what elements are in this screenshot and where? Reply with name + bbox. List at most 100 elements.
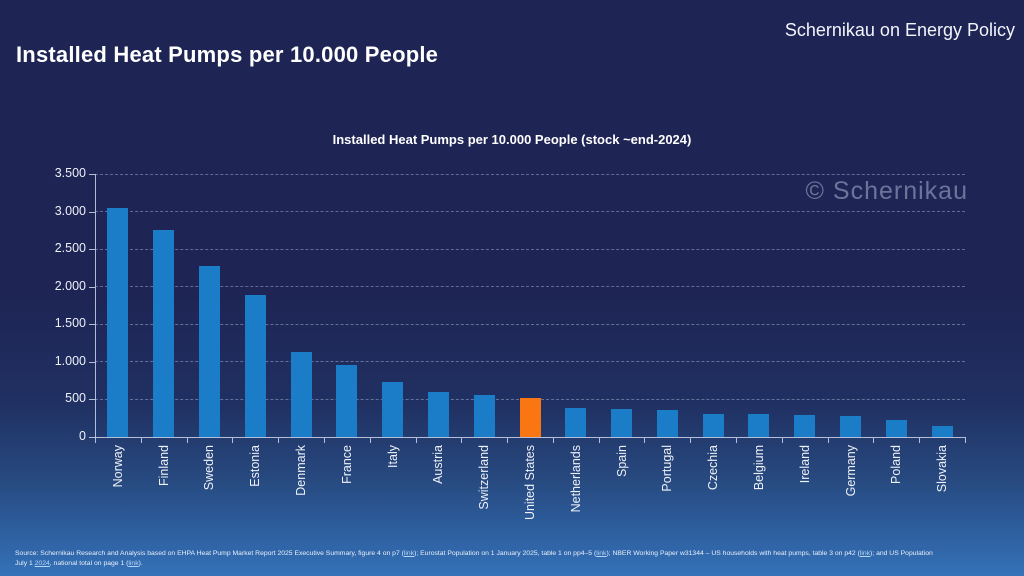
source-link[interactable]: link: [128, 559, 139, 567]
source-text: ); NBER Working Paper w31344 – US househ…: [606, 550, 860, 557]
y-tick-1500: [89, 324, 95, 326]
x-axis-label-denmark: Denmark: [294, 445, 309, 496]
y-axis-label-2000: 2.000: [54, 278, 86, 293]
x-axis-label-czechia: Czechia: [706, 445, 721, 491]
x-axis-label-italy: Italy: [385, 445, 400, 468]
x-axis-label-spain: Spain: [614, 445, 629, 477]
x-axis-label-sweden: Sweden: [202, 445, 217, 491]
x-axis-label-ireland: Ireland: [797, 445, 812, 484]
y-axis-label-500: 500: [65, 391, 86, 406]
bar-portugal: [656, 409, 678, 437]
brand-text: Schernikau on Energy Policy: [784, 20, 1015, 40]
x-axis-label-france: France: [339, 445, 354, 484]
x-tick-0: [95, 438, 96, 443]
source-link[interactable]: link: [859, 550, 871, 557]
bar-slovakia: [931, 426, 953, 437]
x-axis-label-portugal: Portugal: [660, 445, 675, 492]
x-tick-5: [323, 438, 325, 443]
x-tick-6: [369, 438, 371, 443]
x-axis-label-slovakia: Slovakia: [935, 445, 950, 493]
x-tick-19: [965, 438, 966, 443]
x-tick-16: [827, 438, 829, 443]
bar-denmark: [290, 352, 312, 437]
bar-switzerland: [473, 394, 495, 437]
bar-estonia: [244, 294, 266, 437]
x-axis-label-belgium: Belgium: [751, 445, 766, 491]
source-text: , national total on page 1 (: [49, 559, 129, 567]
gridline-2000: [95, 286, 965, 288]
chart-title: Installed Heat Pumps per 10.000 People (…: [332, 132, 692, 147]
x-tick-8: [461, 438, 463, 443]
watermark: © Schernikau: [805, 177, 968, 205]
bar-netherlands: [565, 408, 587, 437]
source-text: ); and US Population: [870, 550, 933, 557]
y-tick-0: [89, 437, 95, 438]
y-axis-line: [95, 174, 96, 438]
y-axis-label-3500: 3.500: [54, 166, 86, 180]
y-axis-label-0: 0: [79, 429, 86, 443]
bar-italy: [382, 382, 404, 437]
y-tick-1000: [89, 361, 95, 363]
bar-germany: [840, 415, 862, 437]
y-tick-3500: [89, 174, 95, 175]
gridline-1000: [95, 361, 965, 363]
x-tick-10: [552, 438, 554, 443]
x-tick-18: [919, 438, 921, 443]
bar-finland: [153, 229, 175, 437]
source-line-1: Source: Schernikau Research and Analysis…: [15, 549, 1017, 559]
y-axis-label-1000: 1.000: [54, 353, 86, 368]
source-note: Source: Schernikau Research and Analysis…: [15, 549, 1017, 569]
x-axis-label-estonia: Estonia: [248, 445, 263, 487]
x-tick-11: [598, 438, 600, 443]
source-link[interactable]: 2024: [34, 559, 50, 567]
y-tick-2500: [89, 249, 95, 251]
gridline-2500: [95, 248, 965, 250]
gridline-3000: [95, 211, 965, 213]
source-text: Source: Schernikau Research and Analysis…: [15, 550, 404, 557]
y-tick-2000: [89, 286, 95, 288]
x-axis-line: [95, 437, 966, 438]
y-axis-label-2500: 2.500: [54, 241, 86, 256]
source-line-2: July 1 2024, national total on page 1 (l…: [15, 559, 1017, 569]
x-tick-17: [873, 438, 875, 443]
source-link[interactable]: link: [596, 550, 607, 557]
bar-czechia: [702, 414, 724, 437]
y-tick-3000: [89, 211, 95, 213]
x-tick-1: [140, 438, 142, 443]
x-axis-label-austria: Austria: [431, 445, 446, 484]
bar-united-states: [519, 398, 541, 437]
x-axis-label-norway: Norway: [110, 445, 125, 488]
x-tick-2: [186, 438, 188, 443]
x-tick-7: [415, 438, 417, 443]
source-text: ).: [138, 559, 143, 567]
x-tick-14: [736, 438, 738, 443]
x-axis-label-united-states: United States: [523, 445, 537, 521]
bar-ireland: [794, 415, 816, 437]
x-tick-4: [278, 438, 280, 443]
y-tick-500: [89, 399, 95, 401]
gridline-3500: [95, 173, 965, 175]
gridline-1500: [95, 323, 965, 325]
x-tick-3: [232, 438, 234, 443]
page-title: Installed Heat Pumps per 10.000 People: [16, 42, 439, 67]
source-link[interactable]: link: [403, 550, 415, 557]
x-tick-15: [781, 438, 783, 443]
bar-belgium: [748, 414, 770, 437]
bar-france: [336, 364, 358, 437]
x-tick-9: [507, 438, 509, 443]
bar-sweden: [198, 266, 220, 437]
x-axis-label-germany: Germany: [843, 445, 858, 497]
x-axis-label-switzerland: Switzerland: [477, 445, 492, 510]
x-axis-label-finland: Finland: [156, 445, 171, 486]
source-text: July 1: [15, 559, 35, 567]
bar-austria: [427, 391, 449, 437]
x-tick-12: [644, 438, 646, 443]
source-text: ); Eurostat Population on 1 January 2025…: [414, 550, 597, 557]
y-axis-label-3000: 3.000: [54, 203, 86, 218]
y-axis-label-1500: 1.500: [54, 316, 86, 331]
bar-poland: [885, 420, 907, 437]
x-axis-label-netherlands: Netherlands: [568, 445, 583, 513]
bar-norway: [107, 207, 129, 437]
